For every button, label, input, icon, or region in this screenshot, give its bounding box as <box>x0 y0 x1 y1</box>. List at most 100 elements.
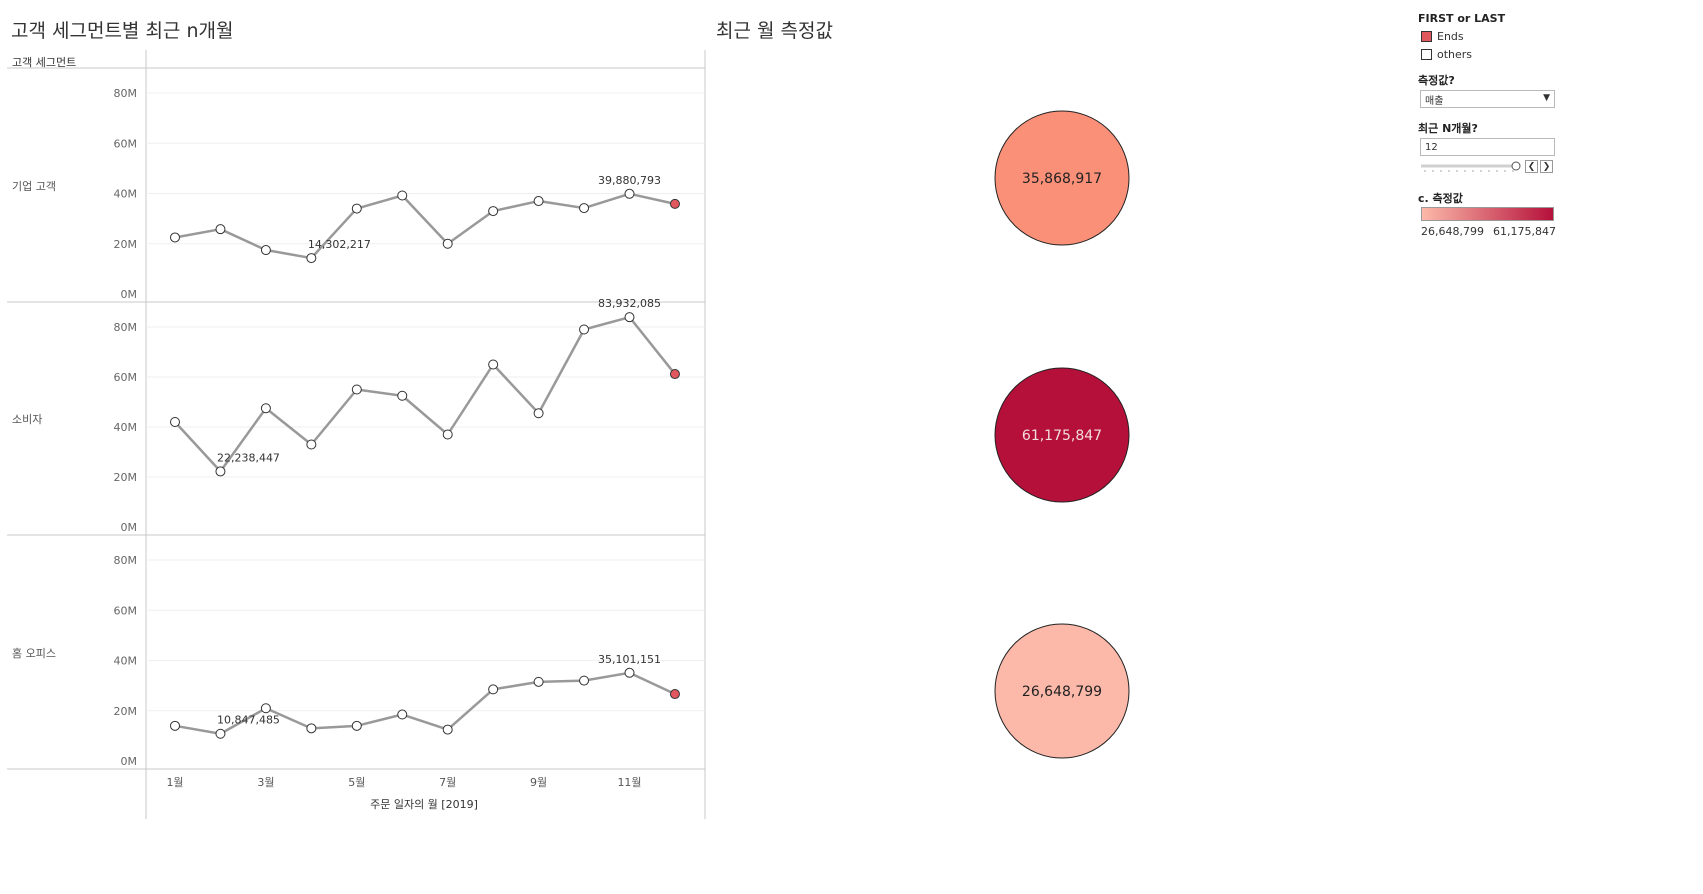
min-value-label: 22,238,447 <box>217 451 280 464</box>
left-chart-title: 고객 세그먼트별 최근 n개월 <box>11 20 234 42</box>
y-tick-label: 20M <box>114 238 138 251</box>
data-point <box>442 429 453 440</box>
legend-label-others: others <box>1437 48 1473 61</box>
data-point <box>170 232 180 243</box>
min-value-label: 14,302,217 <box>308 238 371 251</box>
measure-dropdown[interactable]: 매출 ▼ <box>1420 90 1555 108</box>
n-months-slider[interactable] <box>1420 159 1522 173</box>
right-chart-title: 최근 월 측정값 <box>716 20 833 42</box>
y-tick-label: 20M <box>114 705 138 718</box>
latest-value-bubble <box>994 623 1130 759</box>
data-point <box>579 203 590 214</box>
end-point <box>669 689 680 700</box>
n-months-input[interactable]: 12 <box>1420 138 1555 156</box>
n-months-param-title: 최근 N개월? <box>1418 122 1478 135</box>
y-tick-label: 40M <box>114 421 138 434</box>
data-point <box>260 245 271 256</box>
y-tick-label: 40M <box>114 655 138 668</box>
data-point <box>215 224 226 235</box>
max-value-label: 83,932,085 <box>598 297 661 310</box>
data-point <box>260 403 271 414</box>
latest-value-bubble <box>994 110 1130 246</box>
end-point <box>669 198 680 209</box>
data-point <box>170 720 180 731</box>
data-point <box>260 703 271 714</box>
max-value-label: 39,880,793 <box>598 174 661 187</box>
legend-label-ends: Ends <box>1437 30 1464 43</box>
x-tick-label: 7월 <box>439 776 456 789</box>
x-axis-label: 주문 일자의 월 [2019] <box>370 797 478 811</box>
row-header: 고객 세그먼트 <box>12 56 77 69</box>
x-tick-label: 5월 <box>348 776 365 789</box>
latest-value-label: 26,648,799 <box>1022 684 1102 700</box>
data-point <box>351 384 362 395</box>
measure-param-title: 측정값? <box>1418 74 1455 87</box>
chevron-left-icon: ❮ <box>1527 161 1536 172</box>
y-tick-label: 0M <box>121 521 138 534</box>
data-point <box>397 390 408 401</box>
data-point <box>624 312 635 323</box>
y-tick-label: 60M <box>114 137 138 150</box>
data-point <box>579 675 590 686</box>
data-point <box>442 238 453 249</box>
data-point <box>579 324 590 335</box>
x-tick-label: 3월 <box>257 776 274 789</box>
max-value-label: 35,101,151 <box>598 653 661 666</box>
color-scale-bar <box>1421 207 1554 221</box>
series-line <box>174 315 676 473</box>
x-tick-label: 11월 <box>617 776 641 789</box>
data-point <box>397 709 408 720</box>
data-point <box>488 206 499 217</box>
data-point <box>306 253 317 264</box>
color-scale-max: 61,175,847 <box>1493 225 1556 238</box>
legend-swatch-ends <box>1421 31 1432 42</box>
slider-increment-button[interactable]: ❯ <box>1540 160 1553 173</box>
slider-decrement-button[interactable]: ❮ <box>1525 160 1538 173</box>
data-point <box>533 196 544 207</box>
data-point <box>306 723 317 734</box>
data-point <box>351 203 362 214</box>
segment-label-consumer: 소비자 <box>12 413 43 426</box>
end-point <box>669 369 680 380</box>
y-tick-label: 20M <box>114 471 138 484</box>
chevron-down-icon: ▼ <box>1543 93 1550 103</box>
segment-label-home-office: 홈 오피스 <box>12 647 56 660</box>
data-point <box>533 408 544 419</box>
series-line <box>174 192 676 260</box>
color-scale-min: 26,648,799 <box>1421 225 1484 238</box>
y-tick-label: 80M <box>114 554 138 567</box>
legend-swatch-others <box>1421 49 1432 60</box>
data-point <box>215 728 226 739</box>
y-tick-label: 0M <box>121 288 138 301</box>
slider-handle[interactable] <box>1511 161 1521 171</box>
series-line <box>174 671 676 735</box>
y-tick-label: 80M <box>114 87 138 100</box>
legend-item-ends[interactable]: Ends <box>1421 30 1464 43</box>
chevron-right-icon: ❯ <box>1542 161 1551 172</box>
color-legend-title: c. 측정값 <box>1418 192 1463 205</box>
first-last-legend-title: FIRST or LAST <box>1418 12 1506 25</box>
n-months-input-value: 12 <box>1425 141 1438 153</box>
data-point <box>442 724 453 735</box>
y-tick-label: 0M <box>121 755 138 768</box>
latest-value-bubble <box>994 367 1130 503</box>
data-point <box>488 684 499 695</box>
latest-value-label: 35,868,917 <box>1022 171 1102 187</box>
data-point <box>488 359 499 370</box>
y-tick-label: 60M <box>114 604 138 617</box>
data-point <box>306 439 317 450</box>
x-tick-label: 9월 <box>530 776 547 789</box>
legend-item-others[interactable]: others <box>1421 48 1472 61</box>
y-tick-label: 40M <box>114 188 138 201</box>
latest-value-label: 61,175,847 <box>1022 428 1102 444</box>
data-point <box>624 667 635 678</box>
data-point <box>215 466 226 477</box>
data-point <box>351 720 362 731</box>
y-tick-label: 80M <box>114 321 138 334</box>
bubble-chart: 35,868,917 61,175,847 26,648,799 <box>994 110 1130 759</box>
x-tick-label: 1월 <box>166 776 183 789</box>
data-point <box>533 676 544 687</box>
y-tick-label: 60M <box>114 371 138 384</box>
min-value-label: 10,847,485 <box>217 714 280 727</box>
line-chart: 0M 20M 40M 60M 80M 39,880,793 14,302,217 0M 20M 4… <box>7 50 706 819</box>
